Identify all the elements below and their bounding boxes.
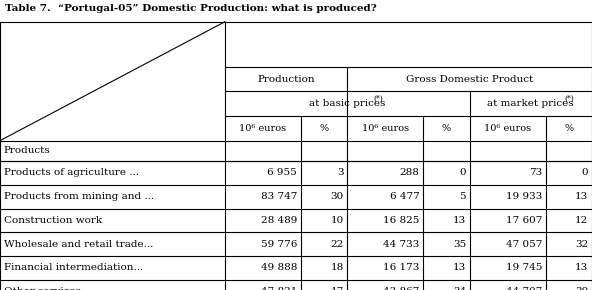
Text: 73: 73 <box>529 168 542 177</box>
Text: 17 607: 17 607 <box>506 216 542 225</box>
Text: 3: 3 <box>337 168 344 177</box>
Text: 0: 0 <box>459 168 466 177</box>
Text: Construction work: Construction work <box>4 216 102 225</box>
Text: 32: 32 <box>575 240 588 249</box>
Text: 10⁶ euros: 10⁶ euros <box>239 124 287 133</box>
Text: %: % <box>442 124 451 133</box>
Text: %: % <box>320 124 329 133</box>
Text: 30: 30 <box>330 192 344 201</box>
Text: Products: Products <box>4 146 50 155</box>
Text: Products from mining and ...: Products from mining and ... <box>4 192 154 201</box>
Text: 47 057: 47 057 <box>506 240 542 249</box>
Text: 12: 12 <box>575 216 588 225</box>
Text: Wholesale and retail trade...: Wholesale and retail trade... <box>4 240 153 249</box>
Text: 30: 30 <box>575 287 588 290</box>
Text: 13: 13 <box>575 192 588 201</box>
Text: 6 955: 6 955 <box>268 168 297 177</box>
Text: at market prices: at market prices <box>487 99 574 108</box>
Text: Table 7.  “Portugal-05” Domestic Production: what is produced?: Table 7. “Portugal-05” Domestic Producti… <box>5 4 377 13</box>
Text: 17: 17 <box>330 287 344 290</box>
Text: 83 747: 83 747 <box>261 192 297 201</box>
Text: 18: 18 <box>330 263 344 273</box>
Text: 35: 35 <box>453 240 466 249</box>
Text: 19 745: 19 745 <box>506 263 542 273</box>
Text: 49 888: 49 888 <box>261 263 297 273</box>
Text: 59 776: 59 776 <box>261 240 297 249</box>
Text: (*): (*) <box>564 95 574 102</box>
Text: 44 733: 44 733 <box>383 240 420 249</box>
Text: 28 489: 28 489 <box>261 216 297 225</box>
Text: 13: 13 <box>453 263 466 273</box>
Text: 13: 13 <box>453 216 466 225</box>
Text: Gross Domestic Product: Gross Domestic Product <box>406 75 533 84</box>
Text: 47 821: 47 821 <box>261 287 297 290</box>
Text: 34: 34 <box>453 287 466 290</box>
Text: 22: 22 <box>330 240 344 249</box>
Text: Products of agriculture ...: Products of agriculture ... <box>4 168 139 177</box>
Text: 5: 5 <box>459 192 466 201</box>
Text: Production: Production <box>258 75 315 84</box>
Text: %: % <box>564 124 573 133</box>
Text: (*): (*) <box>373 95 383 102</box>
Text: at basic prices: at basic prices <box>309 99 385 108</box>
Text: 16 825: 16 825 <box>383 216 420 225</box>
Text: 10: 10 <box>330 216 344 225</box>
Text: 288: 288 <box>400 168 420 177</box>
Text: Financial intermediation...: Financial intermediation... <box>4 263 143 273</box>
Text: 16 173: 16 173 <box>383 263 420 273</box>
Text: Other services: Other services <box>4 287 81 290</box>
Text: 19 933: 19 933 <box>506 192 542 201</box>
Text: 43 867: 43 867 <box>383 287 420 290</box>
Text: 10⁶ euros: 10⁶ euros <box>484 124 531 133</box>
Text: 44 707: 44 707 <box>506 287 542 290</box>
Text: 0: 0 <box>582 168 588 177</box>
Text: 10⁶ euros: 10⁶ euros <box>362 124 408 133</box>
Text: 13: 13 <box>575 263 588 273</box>
Text: 6 477: 6 477 <box>390 192 420 201</box>
